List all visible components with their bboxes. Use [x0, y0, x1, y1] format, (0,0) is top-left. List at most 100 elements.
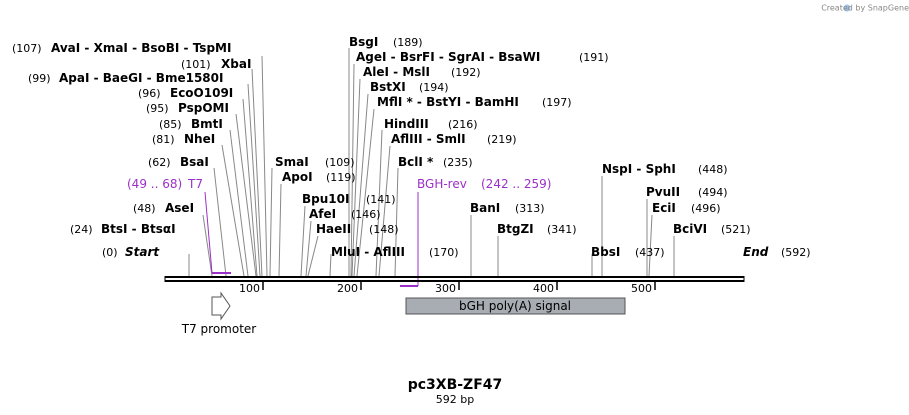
- site-name-avai: AvaI - XmaI - BsoBI - TspMI: [51, 41, 231, 55]
- feature-bgh-polya: bGH poly(A) signal: [405, 297, 626, 315]
- primer-range-t7: (49 .. 68): [127, 177, 182, 191]
- leader-agei: [350, 63, 355, 277]
- site-name-nhei: NheI: [184, 132, 215, 146]
- site-name-btgzi: BtgZI: [497, 222, 534, 236]
- site-name-agei: AgeI - BsrFI - SgrAI - BsaWI: [356, 50, 540, 64]
- site-pos-bsgi: (189): [393, 36, 423, 49]
- site-name-btsi: BtsI - BtsαI: [101, 222, 176, 236]
- site-name-bcli: BclI *: [398, 155, 434, 169]
- leader-apai: [247, 83, 261, 277]
- site-name-nspi: NspI - SphI: [602, 162, 676, 176]
- site-pos-nhei: (81): [152, 133, 175, 146]
- site-pos-afliii-smli: (219): [487, 133, 517, 146]
- leader-apoi: [278, 183, 282, 277]
- leader-bpu10i: [300, 205, 306, 277]
- tick-label-100: 100: [239, 282, 260, 295]
- site-pos-bmti: (85): [159, 118, 182, 131]
- primer-name-bghrev: BGH-rev: [417, 177, 467, 191]
- leader-smai: [269, 167, 273, 277]
- leader-mfli: [356, 108, 375, 277]
- site-name-afliii-smli: AflIII - SmlI: [391, 132, 466, 146]
- site-pos-asei: (48): [133, 202, 156, 215]
- site-name-xbai: XbaI: [221, 57, 251, 71]
- leader-avai: [261, 55, 268, 277]
- site-name-afei: AfeI: [309, 207, 336, 221]
- site-pos-apoi: (119): [326, 171, 356, 184]
- primer-range-bghrev: (242 .. 259): [481, 177, 551, 191]
- tick-label-200: 200: [337, 282, 358, 295]
- site-pos-mfli: (197): [542, 96, 572, 109]
- site-pos-bcli: (235): [443, 156, 473, 169]
- site-pos-bstxi: (194): [419, 81, 449, 94]
- leader-bstxi: [353, 93, 369, 277]
- site-name-mlui: MluI - AflIII: [331, 245, 405, 259]
- leader-pspomi: [235, 113, 257, 277]
- site-name-haeii: HaeII: [316, 222, 351, 236]
- feature-t7-promoter: T7 promoter: [181, 291, 257, 336]
- site-name-bsai: BsaI: [180, 155, 209, 169]
- leader-haeii: [307, 235, 319, 277]
- site-pos-avai: (107): [12, 42, 42, 55]
- feature-label-t7promoter: T7 promoter: [181, 322, 257, 336]
- site-pos-btgzi: (341): [547, 223, 577, 236]
- leader-asei: [202, 214, 213, 277]
- site-name-bsgi: BsgI: [349, 35, 378, 49]
- site-pos-btsi: (24): [70, 223, 93, 236]
- site-pos-afei: (146): [351, 208, 381, 221]
- leader-bmti: [229, 129, 249, 277]
- site-name-ecii: EciI: [652, 201, 676, 215]
- leader-nhei: [221, 144, 245, 277]
- site-pos-bcivi: (521): [721, 223, 751, 236]
- tick-label-400: 400: [533, 282, 554, 295]
- site-pos-bpu10i: (141): [366, 193, 396, 206]
- site-name-end: End: [743, 245, 769, 259]
- leader-mlui: [329, 253, 332, 277]
- site-name-pspomi: PspOMI: [178, 101, 229, 115]
- site-pos-nspi: (448): [698, 163, 728, 176]
- site-name-bani: BanI: [470, 201, 500, 215]
- site-name-apai: ApaI - BaeGI - Bme1580I: [59, 71, 223, 85]
- site-name-bstxi: BstXI: [370, 80, 406, 94]
- snapgene-credit: Created by SnapGene: [821, 4, 909, 13]
- site-pos-haeii: (148): [369, 223, 399, 236]
- site-name-bbsi: BbsI: [591, 245, 620, 259]
- sequence-backbone: [164, 276, 745, 282]
- leader-ecii: [648, 214, 653, 277]
- site-name-mfli: MflI * - BstYI - BamHI: [377, 95, 519, 109]
- site-pos-alei: (192): [451, 66, 481, 79]
- site-name-asei: AseI: [165, 201, 194, 215]
- site-pos-start: (0): [102, 246, 118, 259]
- site-name-start: Start: [125, 245, 160, 259]
- site-name-smai: SmaI: [275, 155, 309, 169]
- leader-hindiii: [375, 129, 383, 277]
- site-pos-bsai: (62): [148, 156, 171, 169]
- map-title: pc3XB-ZF47: [408, 377, 503, 393]
- site-name-bcivi: BciVI: [673, 222, 707, 236]
- leader-xbai: [251, 68, 263, 277]
- site-name-hindiii: HindIII: [384, 117, 429, 131]
- site-pos-ecii: (496): [691, 202, 721, 215]
- map-length: 592 bp: [436, 393, 474, 406]
- cut-site-labels: (0) Start (24) BtsI - BtsαI (48) AseI (6…: [12, 35, 811, 259]
- site-pos-apai: (99): [28, 72, 51, 85]
- leader-bsai: [213, 167, 227, 277]
- site-pos-ecoo109i: (96): [138, 87, 161, 100]
- map-title-block: pc3XB-ZF47 592 bp: [408, 377, 503, 406]
- feature-label-bgh: bGH poly(A) signal: [459, 299, 571, 313]
- site-pos-agei: (191): [579, 51, 609, 64]
- primer-name-t7: T7: [187, 177, 203, 191]
- site-pos-bbsi: (437): [635, 246, 665, 259]
- site-pos-pspomi: (95): [146, 102, 169, 115]
- t7-promoter-arrow: [211, 291, 231, 321]
- tick-label-300: 300: [435, 282, 456, 295]
- site-pos-mlui: (170): [429, 246, 459, 259]
- site-name-pvuii: PvuII: [646, 185, 680, 199]
- site-pos-xbai: (101): [181, 58, 211, 71]
- site-pos-bani: (313): [515, 202, 545, 215]
- leader-afliii: [378, 145, 391, 277]
- leader-bcli: [394, 167, 399, 277]
- primer-leader-t7: [204, 191, 213, 274]
- site-name-bmti: BmtI: [191, 117, 223, 131]
- site-pos-pvuii: (494): [698, 186, 728, 199]
